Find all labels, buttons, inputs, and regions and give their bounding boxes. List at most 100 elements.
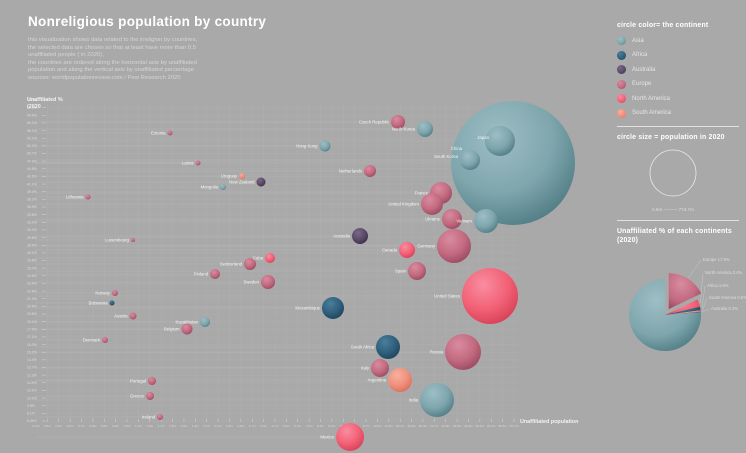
x-tick-label: 1.2m [146, 424, 153, 428]
country-label: Russia [430, 349, 444, 354]
country-bubble-new-zealand[interactable] [256, 177, 266, 187]
country-bubble-sweden[interactable] [261, 275, 275, 289]
country-bubble-belgium[interactable] [181, 323, 193, 335]
x-tick-label: 1.1m [135, 424, 142, 428]
y-tick-label: 11.8% [27, 381, 36, 385]
country-label: Argentina [368, 377, 387, 382]
country-bubble-hong-kong[interactable] [319, 140, 331, 152]
country-connector-lines [36, 121, 484, 438]
country-bubble-portugal[interactable] [148, 377, 156, 385]
country-bubble-greece[interactable] [146, 392, 154, 400]
chart-subtitle: this visualization shows data related to… [28, 37, 197, 83]
subtitle-line: the countries are ordered along the hori… [28, 59, 197, 66]
country-label: Finland [194, 271, 209, 276]
country-bubble-argentina[interactable] [388, 368, 412, 392]
y-tick-label: 6.4% [27, 419, 35, 423]
country-label: Hong Kong [296, 143, 318, 148]
country-bubble-italy[interactable] [371, 359, 389, 377]
y-tick-label: 78.4% [27, 98, 37, 102]
continent-color-swatch [617, 79, 626, 89]
y-tick-label: 39.4% [27, 190, 37, 194]
country-bubble-kazakhstan[interactable] [200, 317, 210, 327]
x-tick-label: 0.8m [101, 424, 108, 428]
country-bubble-netherlands[interactable] [364, 165, 376, 177]
country-bubble-united-states[interactable] [462, 268, 518, 324]
country-bubble-japan[interactable] [485, 126, 515, 156]
country-bubble-estonia[interactable] [167, 130, 173, 136]
country-label: Ukraine [425, 216, 440, 221]
country-bubble-mongolia[interactable] [220, 184, 226, 190]
country-bubbles [85, 101, 575, 451]
pie-slice-asia [629, 278, 701, 351]
x-tick-label: 3.3m [260, 424, 267, 428]
country-bubble-latvia[interactable] [195, 160, 201, 166]
country-label: Uruguay [221, 173, 238, 178]
y-tick-label: 13.7% [27, 366, 37, 370]
country-label: Luxembourg [105, 237, 129, 242]
subtitle-line: sources: worldpopulationreview.com / Pew… [28, 74, 181, 81]
country-bubble-spain[interactable] [408, 262, 426, 280]
pie-slice-label: Europe 17.9% [703, 257, 730, 262]
country-bubble-india[interactable] [420, 383, 454, 417]
country-bubble-uruguay[interactable] [239, 173, 245, 179]
pie-slices [629, 272, 702, 351]
y-tick-label: 17.1% [27, 335, 37, 339]
country-bubble-united-kingdom[interactable] [421, 193, 443, 215]
x-tick-label: 28.9m [464, 424, 473, 428]
country-bubble-mexico[interactable] [336, 423, 364, 451]
country-bubble-luxembourg[interactable] [131, 238, 135, 242]
continent-label: Africa [632, 52, 648, 58]
country-bubble-switzerland[interactable] [244, 258, 256, 270]
y-tick-label: 53.1% [27, 136, 37, 140]
country-bubble-denmark[interactable] [102, 337, 108, 343]
pie-slice-label: Africa 1.6% [707, 283, 729, 288]
country-bubble-russia[interactable] [445, 334, 481, 370]
country-bubble-ireland[interactable] [157, 414, 163, 420]
country-bubble-finland[interactable] [210, 269, 220, 279]
continent-color-swatch [617, 50, 626, 60]
country-bubble-czech-republic[interactable] [391, 115, 405, 129]
continent-color-legend: Asia Africa Australia Europe North America So… [617, 36, 741, 118]
continent-color-swatch [617, 108, 626, 118]
country-bubble-south-korea[interactable] [460, 150, 480, 170]
country-bubble-lithuania[interactable] [85, 194, 91, 200]
country-bubble-south-africa[interactable] [376, 335, 400, 359]
y-tick-label: 60.1% [27, 121, 37, 125]
country-bubble-norway[interactable] [112, 290, 118, 296]
pie-slice-north-america [665, 298, 701, 315]
continent-label: South America [632, 110, 672, 116]
y-tick-label: 9.8% [27, 404, 35, 408]
page-title: Nonreligious population by country [28, 14, 267, 29]
x-tick-label: 2.2m [215, 424, 222, 428]
x-tick-label: 1.4m [158, 424, 165, 428]
x-tick-label: 0.5m [44, 424, 51, 428]
country-bubble-germany[interactable] [437, 229, 471, 263]
y-tick-label: 23.9% [27, 282, 37, 286]
x-tick-label: 8.3m [328, 424, 335, 428]
y-tick-label: 52.2% [27, 144, 37, 148]
country-bubble-austria[interactable] [129, 312, 137, 320]
subtitle-line: this visualization shows data related to… [28, 37, 198, 43]
country-bubble-botswana[interactable] [109, 300, 115, 306]
y-tick-label: 25.7% [27, 266, 37, 270]
country-bubble-vietnam[interactable] [474, 209, 498, 233]
continent-color-swatch [617, 65, 626, 74]
pie-labels: Europe 17.9% North America 3.4% Africa 1.6… [688, 257, 746, 312]
country-bubble-ukraine[interactable] [442, 209, 462, 229]
country-bubble-australia[interactable] [352, 228, 368, 244]
country-bubble-canada[interactable] [399, 242, 415, 258]
y-tick-label: 33.2% [27, 220, 37, 224]
y-tick-label: 16.3% [27, 343, 37, 347]
x-tick-label: 22.1m [430, 424, 439, 428]
y-tick-label: 12.3% [27, 373, 37, 377]
country-label: Greece [130, 393, 145, 398]
country-bubble-china[interactable] [451, 101, 575, 225]
country-bubble-north-korea[interactable] [417, 121, 433, 137]
x-tick-label: 6.2m [294, 424, 301, 428]
country-label: Ireland [142, 414, 156, 419]
country-bubble-cuba[interactable] [265, 253, 275, 263]
x-tick-label: 0.7m [78, 424, 85, 428]
y-tick-label: 8.1% [27, 412, 35, 416]
country-label: United Kingdom [388, 201, 419, 206]
country-bubble-mozambique[interactable] [322, 297, 344, 319]
